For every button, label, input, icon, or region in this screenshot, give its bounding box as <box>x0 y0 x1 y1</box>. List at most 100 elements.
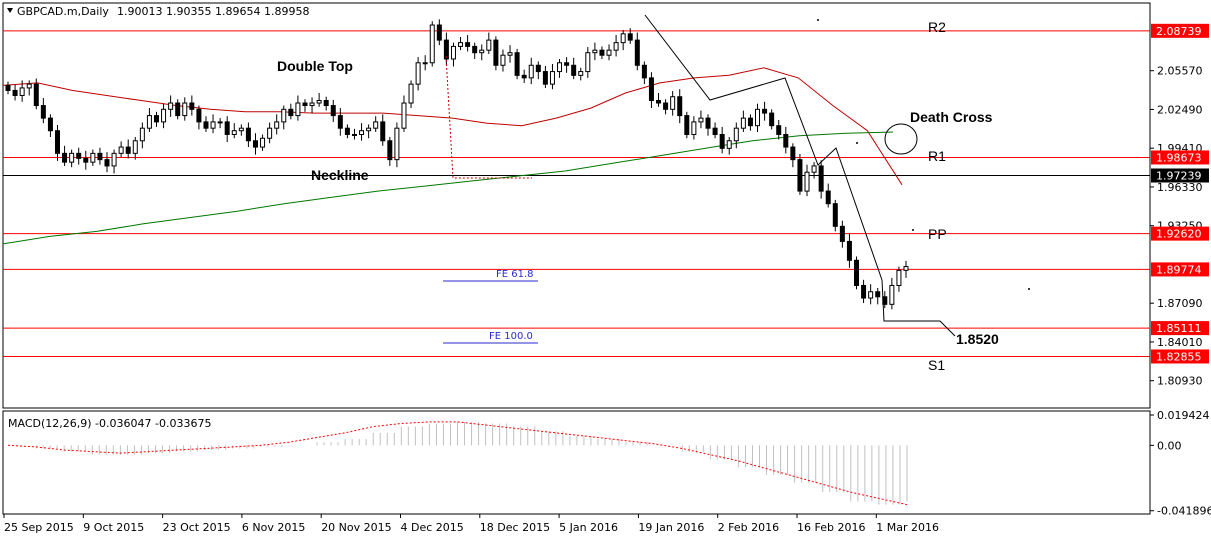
candle-up <box>146 115 152 129</box>
candle-down <box>656 100 662 104</box>
candle-down <box>203 121 209 129</box>
time-tick-label: 9 Oct 2015 <box>83 521 144 534</box>
candle-up <box>903 266 909 271</box>
price-tag-label: 1.98673 <box>1156 151 1202 164</box>
pp-label: PP <box>928 226 947 242</box>
price-tick-label: 1.96330 <box>1157 181 1203 194</box>
main-plot-frame <box>2 2 1151 409</box>
time-tick-label: 6 Nov 2015 <box>242 521 305 534</box>
candle-up <box>755 108 761 127</box>
candle-up <box>90 152 96 163</box>
candle-up <box>528 64 534 79</box>
price-tag-bg <box>1151 23 1209 38</box>
price-tag-label: 2.08739 <box>1156 25 1202 38</box>
moving-averages-layer <box>2 67 903 245</box>
levels-layer <box>3 30 1150 357</box>
candle-down <box>542 71 548 85</box>
price-tick-label: 1.87090 <box>1157 297 1203 310</box>
candle-up <box>316 100 322 104</box>
candles-layer <box>5 19 909 310</box>
macd-tick-label: 0.019424 <box>1157 409 1210 422</box>
candle-down <box>288 108 294 117</box>
ma-long-line <box>2 131 894 245</box>
candle-up <box>111 152 117 167</box>
candle-up <box>408 83 414 104</box>
macd-tick-label: -0.041896 <box>1157 505 1211 518</box>
candle-down <box>875 291 881 298</box>
candle-up <box>422 62 428 65</box>
macd-layer <box>7 421 908 506</box>
time-tick-label: 16 Feb 2016 <box>797 521 865 534</box>
candle-down <box>83 157 89 163</box>
time-tick-label: 1 Mar 2016 <box>876 521 939 534</box>
candle-down <box>125 146 131 154</box>
candle-up <box>606 49 612 56</box>
dot-marker <box>1028 288 1030 290</box>
candle-down <box>769 112 775 127</box>
candle-up <box>373 121 379 129</box>
candle-up <box>161 108 167 123</box>
candle-up <box>450 45 456 60</box>
candle-down <box>5 84 11 91</box>
candle-up <box>557 62 563 73</box>
price-tick-label: 2.05570 <box>1157 65 1203 78</box>
candle-down <box>719 133 725 149</box>
candle-up <box>351 133 357 136</box>
candle-down <box>747 117 753 127</box>
fe-100-label: FE 100.0 <box>489 331 533 342</box>
candle-down <box>861 284 867 299</box>
candle-down <box>40 105 46 119</box>
candle-down <box>12 89 18 96</box>
candle-down <box>684 115 690 135</box>
candle-down <box>97 152 103 161</box>
macd-axis: 0.019424 0.00 -0.041896 <box>1150 409 1211 518</box>
macd-header: MACD(12,26,9) -0.036047 -0.033675 <box>8 417 211 430</box>
candle-up <box>549 71 555 85</box>
candle-down <box>196 108 202 123</box>
price-tick-label: 1.80930 <box>1157 375 1203 388</box>
candle-up <box>267 127 273 139</box>
candle-up <box>139 127 145 142</box>
candle-up <box>19 87 25 96</box>
candle-down <box>344 127 350 135</box>
candle-up <box>868 291 874 299</box>
candle-up <box>69 152 75 163</box>
candle-down <box>189 102 195 110</box>
time-tick-label: 25 Sep 2015 <box>4 521 74 534</box>
candle-down <box>252 140 258 148</box>
candle-down <box>436 24 442 41</box>
candle-up <box>691 121 697 135</box>
dropdown-triangle-icon[interactable] <box>7 8 13 13</box>
candle-down <box>846 240 852 261</box>
candle-down <box>224 121 230 135</box>
candle-down <box>818 165 824 192</box>
candle-down <box>465 42 471 47</box>
candle-down <box>825 190 831 205</box>
candle-down <box>797 159 803 192</box>
candle-down <box>443 39 449 60</box>
candle-up <box>231 130 237 135</box>
price-axis: 2.055702.024901.994101.963301.932501.870… <box>1150 65 1203 388</box>
candle-up <box>585 52 591 73</box>
trend-zigzag <box>644 14 883 281</box>
neckline-label: Neckline <box>311 167 369 183</box>
candle-down <box>712 127 718 135</box>
candle-down <box>521 74 527 79</box>
candle-down <box>62 152 68 163</box>
price-tag-bg <box>1151 349 1209 364</box>
time-tick-label: 19 Jan 2016 <box>638 521 704 534</box>
candle-up <box>295 102 301 117</box>
candle-down <box>564 62 570 66</box>
price-tag-bg <box>1151 321 1209 336</box>
candle-down <box>663 102 669 110</box>
candle-up <box>733 127 739 142</box>
price-tag-bg <box>1151 168 1209 183</box>
candle-up <box>620 33 626 44</box>
candle-up <box>274 121 280 129</box>
candle-down <box>323 100 329 107</box>
time-axis: 25 Sep 2015 9 Oct 2015 23 Oct 2015 6 Nov 20… <box>3 514 939 534</box>
candle-up <box>366 127 372 132</box>
price-tag-label: 1.89774 <box>1156 263 1202 276</box>
candle-down <box>839 225 845 242</box>
